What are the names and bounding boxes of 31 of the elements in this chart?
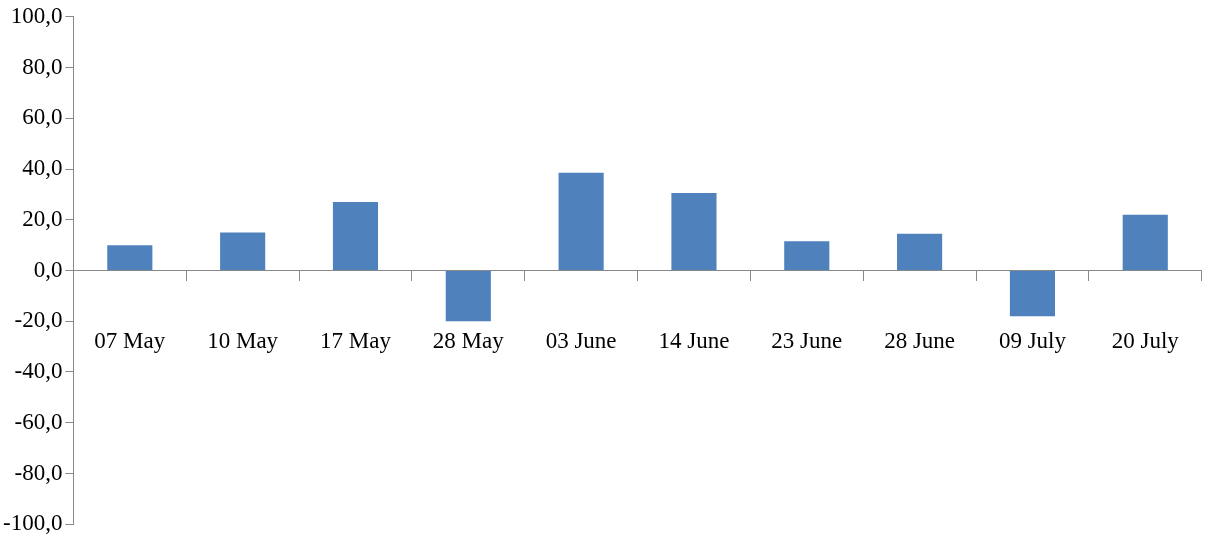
y-tick-label: 60,0 xyxy=(22,104,63,130)
y-tick-label: 100,0 xyxy=(10,2,63,28)
y-tick-label: -80,0 xyxy=(14,459,63,485)
y-tick-label: 20,0 xyxy=(22,205,63,231)
bar xyxy=(558,172,604,270)
x-tick-label: 20 July xyxy=(1111,328,1180,354)
x-tick-label: 14 June xyxy=(658,328,730,354)
bar xyxy=(897,233,943,270)
y-tick-label: 0,0 xyxy=(33,256,63,282)
x-tick-label: 23 June xyxy=(771,328,843,354)
x-tick-label: 07 May xyxy=(94,328,166,354)
y-tick-label: -40,0 xyxy=(14,358,63,384)
bar xyxy=(1122,214,1168,270)
x-tick-label: 09 July xyxy=(998,328,1067,354)
y-tick-label: -20,0 xyxy=(14,307,63,333)
bar xyxy=(107,245,153,270)
x-tick-label: 28 May xyxy=(432,328,505,354)
x-tick-label: 03 June xyxy=(545,328,617,354)
bar xyxy=(671,193,717,270)
y-tick-label: -60,0 xyxy=(14,408,63,434)
bar xyxy=(1009,271,1055,317)
y-tick-label: 40,0 xyxy=(22,155,63,181)
x-tick-label: 17 May xyxy=(320,328,392,354)
bar xyxy=(445,271,491,322)
y-tick-label: -100,0 xyxy=(2,510,63,536)
x-tick-label: 28 June xyxy=(884,328,956,354)
bar xyxy=(332,202,379,270)
bar xyxy=(220,232,266,270)
x-tick-label: 10 May xyxy=(207,328,279,354)
bar xyxy=(784,241,830,270)
y-tick-label: 80,0 xyxy=(22,53,63,79)
